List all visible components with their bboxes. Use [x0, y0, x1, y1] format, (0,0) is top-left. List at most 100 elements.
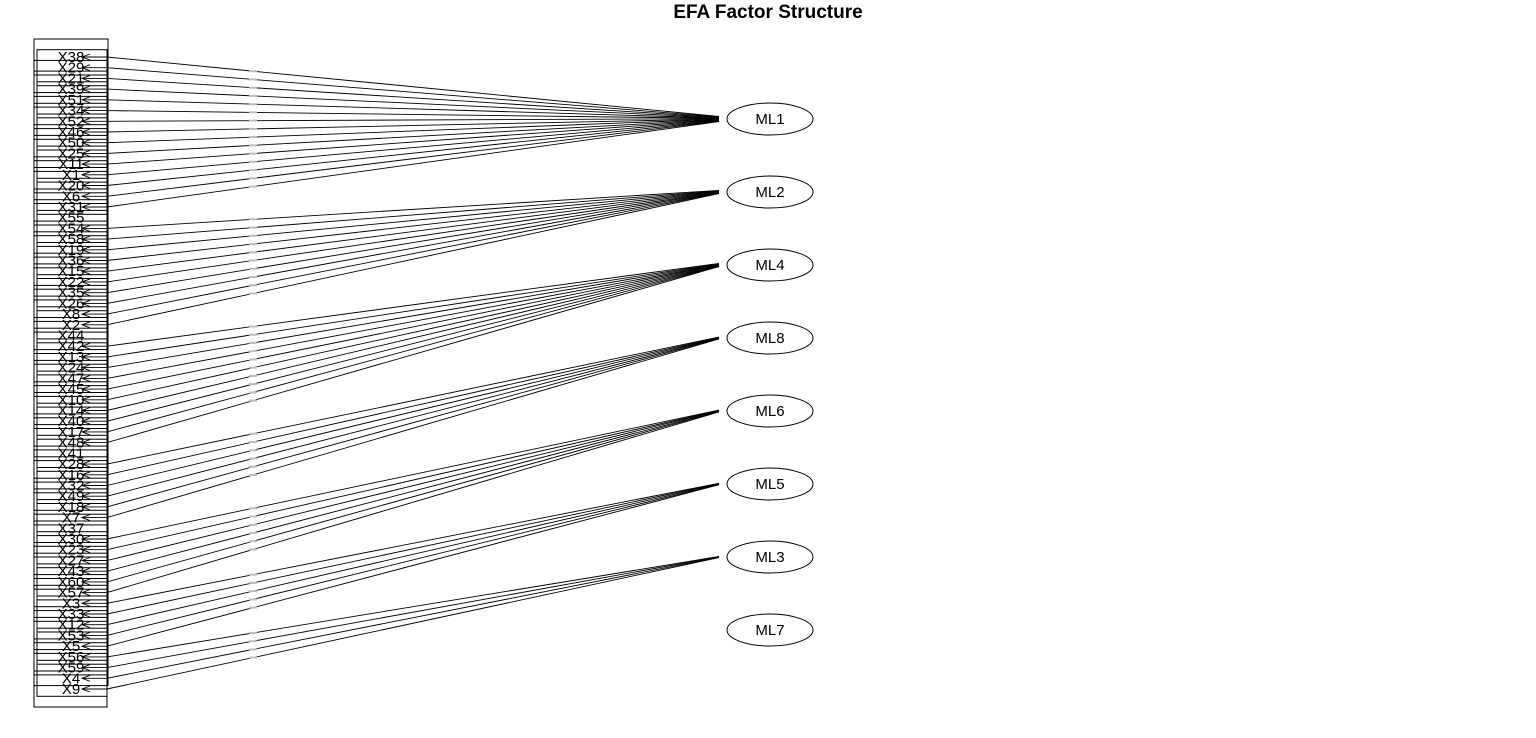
path-ml1-x34	[106, 110, 720, 119]
factor-label-ml3: ML3	[755, 549, 784, 566]
loading-label-mark-x58	[249, 226, 257, 229]
variable-label-x34: X34	[58, 103, 85, 120]
loading-label-mark-x56	[249, 631, 257, 634]
path-ml4-x45	[106, 264, 720, 390]
path-ml3-x9	[106, 557, 720, 690]
variable-label-x6: X6	[62, 188, 80, 205]
path-ml4-x10	[106, 264, 720, 401]
path-ml1-x11	[106, 119, 720, 165]
loading-label-mark-x38	[249, 70, 257, 73]
variable-box-x47	[33, 359, 109, 397]
path-ml6-x27	[106, 410, 720, 561]
variable-box-x25	[33, 134, 109, 172]
variable-box-x9	[33, 670, 108, 708]
factor-label-ml7: ML7	[755, 622, 784, 639]
loading-label-mark-x1	[249, 160, 257, 163]
path-ml4-x48	[106, 266, 720, 444]
loading-label-mark-x15	[249, 251, 257, 254]
variable-box-x16	[33, 456, 109, 494]
variable-box-x39	[33, 70, 109, 108]
observed-variables: X38X29X21X39X51X34X52X46X50X25X11X1X20X6…	[33, 38, 109, 708]
loading-label-mark-x51	[249, 103, 257, 106]
path-ml2-x54	[106, 189, 720, 229]
loading-label-mark-x57	[249, 548, 257, 551]
loading-label-mark-x36	[249, 243, 257, 246]
variable-label-x46: X46	[58, 124, 85, 141]
loading-paths	[80, 53, 720, 693]
path-ml3-x56	[106, 556, 720, 658]
variable-label-x15: X15	[58, 263, 85, 280]
variable-label-x37: X37	[58, 520, 85, 537]
variable-box-x30	[33, 520, 109, 558]
path-ml1-x39	[106, 88, 720, 119]
path-ml1-x21	[106, 77, 720, 118]
variable-label-x42: X42	[58, 338, 85, 355]
latent-factors: ML1 ML2 ML4 ML8 ML6 ML5 ML3 ML7	[726, 102, 814, 647]
factor-label-ml4: ML4	[755, 257, 784, 274]
path-ml1-x25	[106, 119, 720, 154]
loading-label-mark-x29	[249, 78, 257, 81]
path-ml3-x4	[106, 556, 720, 679]
variable-label-x21: X21	[58, 70, 85, 87]
variable-label-x48: X48	[58, 435, 85, 452]
loading-label-mark-x20	[249, 169, 257, 172]
loading-label-mark-x9	[249, 656, 257, 659]
loading-label-mark-x43	[249, 532, 257, 534]
variable-box-x18	[33, 488, 109, 526]
variable-box-x42	[33, 327, 109, 365]
variable-label-x17: X17	[58, 424, 85, 441]
factor-label-ml6: ML6	[755, 403, 784, 420]
loading-label-mark-x49	[249, 457, 257, 460]
loading-label-mark-x17	[249, 391, 257, 394]
variable-label-x20: X20	[58, 178, 85, 195]
loading-label-mark-x26	[249, 276, 257, 278]
path-ml1-x29	[106, 67, 720, 118]
loading-label-mark-x46	[249, 127, 257, 130]
factor-label-ml2: ML2	[755, 184, 784, 201]
path-ml3-x59	[106, 556, 720, 669]
factor-ellipse-ml6	[726, 394, 814, 428]
path-ml2-x8	[106, 192, 720, 315]
path-ml8-x18	[106, 338, 720, 508]
path-ml4-x47	[106, 264, 720, 379]
loading-label-mark-x60	[249, 540, 257, 543]
path-ml2-x36	[106, 191, 720, 261]
loading-label-mark-x30	[249, 507, 257, 510]
loading-label-mark-x14	[249, 374, 257, 377]
loading-label-mark-x47	[249, 350, 257, 353]
path-ml5-x5	[106, 484, 720, 647]
path-ml8-x7	[106, 338, 720, 519]
path-ml1-x52	[106, 118, 720, 122]
variable-label-x55: X55	[58, 210, 85, 227]
variable-label-x53: X53	[58, 627, 85, 644]
variable-box-x38	[33, 38, 109, 76]
loading-label-mark-x19	[249, 234, 257, 237]
variable-label-x10: X10	[58, 392, 85, 409]
variable-label-x52: X52	[58, 113, 85, 130]
loading-label-mark-x3	[249, 573, 257, 576]
variable-label-x11: X11	[58, 156, 84, 173]
variable-label-x44: X44	[58, 328, 85, 345]
variable-label-x9: X9	[62, 681, 80, 698]
path-ml6-x57	[106, 411, 720, 594]
variable-label-x40: X40	[58, 413, 85, 430]
variable-label-x51: X51	[58, 92, 85, 109]
path-ml1-x6	[106, 120, 720, 197]
variable-label-x32: X32	[58, 478, 85, 495]
loading-label-mark-x35	[249, 267, 257, 270]
loading-label-mark-x48	[249, 399, 257, 402]
path-ml4-x14	[106, 265, 720, 411]
loading-labels	[249, 70, 257, 659]
path-ml6-x60	[106, 411, 720, 583]
variable-label-x45: X45	[58, 381, 85, 398]
variable-box-x59	[33, 649, 109, 687]
variable-label-x29: X29	[58, 60, 85, 77]
variable-label-x23: X23	[58, 542, 85, 559]
factor-ellipse-ml4	[726, 248, 814, 282]
path-ml5-x12	[106, 483, 720, 626]
variable-label-x56: X56	[58, 649, 85, 666]
path-ml5-x53	[106, 483, 720, 636]
variable-label-x3: X3	[62, 595, 80, 612]
path-ml6-x30	[106, 409, 720, 540]
